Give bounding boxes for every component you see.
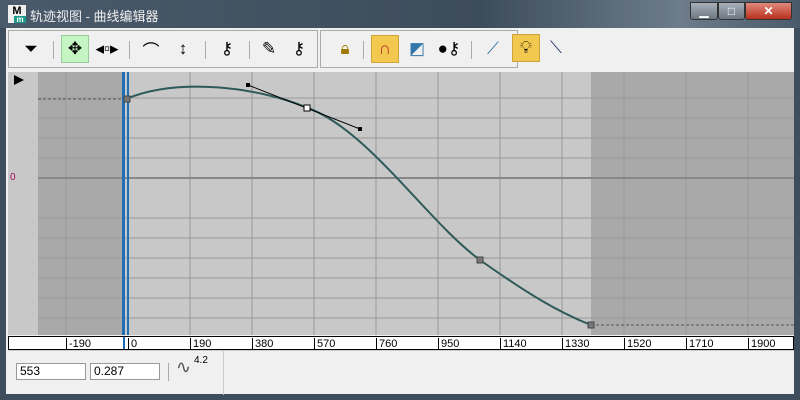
- ruler-tick: 1140: [500, 338, 527, 350]
- ruler-time-marker: [123, 337, 125, 349]
- value-field[interactable]: 0.287: [90, 363, 160, 380]
- window-title: 轨迹视图 - 曲线编辑器: [30, 9, 159, 24]
- divider: [129, 41, 130, 59]
- lock-icon[interactable]: 🔒︎: [340, 39, 350, 58]
- out-of-range-icon[interactable]: ◩: [408, 39, 426, 58]
- play-arrow-icon[interactable]: [14, 75, 24, 85]
- out-of-range-right: [591, 72, 794, 335]
- pencil-curve-icon[interactable]: ✎: [261, 39, 277, 58]
- key-status-bar: 553 0.287 ∿ 4.2: [8, 350, 794, 395]
- curve-graph[interactable]: 0: [8, 72, 794, 335]
- frame-field[interactable]: 553: [16, 363, 86, 380]
- add-key-icon[interactable]: ⚷: [220, 39, 234, 58]
- key-point[interactable]: [587, 321, 595, 329]
- divider: [53, 41, 54, 59]
- magnet-icon[interactable]: ∩: [371, 35, 399, 63]
- keyable-icon[interactable]: ●⚷: [437, 39, 461, 58]
- tangent-handle-out[interactable]: [358, 127, 362, 131]
- ruler-tick: 1330: [562, 338, 589, 350]
- slide-icon[interactable]: ◂▫▸: [95, 39, 119, 58]
- key-point[interactable]: [476, 256, 484, 264]
- key-tools-group: ⏷ ✥ ◂▫▸ ⌒ ↕ ⚷ ✎ ⚷: [8, 30, 318, 68]
- bulb-tangents-icon[interactable]: 💡︎: [512, 34, 540, 62]
- ruler-tick: 190: [190, 338, 211, 350]
- toolbar: ⏷ ✥ ◂▫▸ ⌒ ↕ ⚷ ✎ ⚷ 🔒︎ ∩ ◩ ●⚷ ⟋ 💡︎ ⟍: [6, 28, 794, 70]
- ruler-tick: 1710: [686, 338, 713, 350]
- divider: [223, 351, 224, 395]
- display-tools-group: 🔒︎ ∩ ◩ ●⚷ ⟋: [320, 30, 518, 68]
- delete-key-icon[interactable]: ⚷: [292, 39, 306, 58]
- logo-sub: m: [14, 16, 26, 24]
- move-icon[interactable]: ✥: [61, 35, 89, 63]
- ruler-tick: 1520: [624, 338, 651, 350]
- curve-badge: 4.2: [194, 355, 208, 366]
- scale-values-icon[interactable]: ↕: [178, 39, 188, 58]
- key-point-selected[interactable]: [303, 104, 311, 112]
- logo-letter: M: [12, 5, 22, 17]
- tangent-handle-in[interactable]: [246, 83, 250, 87]
- time-slider-bar[interactable]: [122, 72, 125, 335]
- ruler-tick: 570: [314, 338, 335, 350]
- ruler-tick: 950: [438, 338, 459, 350]
- out-of-range-left: [38, 72, 125, 335]
- maximize-button[interactable]: □: [718, 2, 745, 20]
- curve-editor: ⏷ ✥ ◂▫▸ ⌒ ↕ ⚷ ✎ ⚷ 🔒︎ ∩ ◩ ●⚷ ⟋ 💡︎ ⟍: [6, 28, 794, 395]
- time-ruler[interactable]: -190 0 190 380 570 760 950 1140 1330 152…: [8, 336, 794, 350]
- divider: [168, 363, 169, 381]
- value-label: 0: [10, 172, 16, 183]
- scale-keys-icon[interactable]: ⌒: [142, 41, 160, 61]
- ruler-tick: 0: [128, 338, 137, 350]
- tangents-icon[interactable]: ⟋: [487, 39, 499, 58]
- ruler-tick: 1900: [748, 338, 775, 350]
- function-curve[interactable]: [125, 85, 592, 326]
- divider: [471, 41, 472, 59]
- key-point[interactable]: [123, 95, 131, 103]
- filter-icon[interactable]: ⏷: [24, 39, 38, 58]
- ruler-tick: -190: [66, 338, 91, 350]
- lock-tangent-icon[interactable]: ⟍: [550, 38, 562, 57]
- curve-type-icon[interactable]: ∿: [176, 357, 192, 377]
- ruler-tick: 380: [252, 338, 273, 350]
- divider: [249, 41, 250, 59]
- ruler-tick: 760: [376, 338, 397, 350]
- minimize-button[interactable]: ▁: [690, 2, 718, 20]
- graph-canvas[interactable]: [8, 72, 794, 335]
- time-slider-bar-2[interactable]: [127, 72, 129, 335]
- close-button[interactable]: ✕: [745, 2, 792, 20]
- divider: [205, 41, 206, 59]
- divider: [363, 41, 364, 59]
- value-margin: [8, 72, 38, 335]
